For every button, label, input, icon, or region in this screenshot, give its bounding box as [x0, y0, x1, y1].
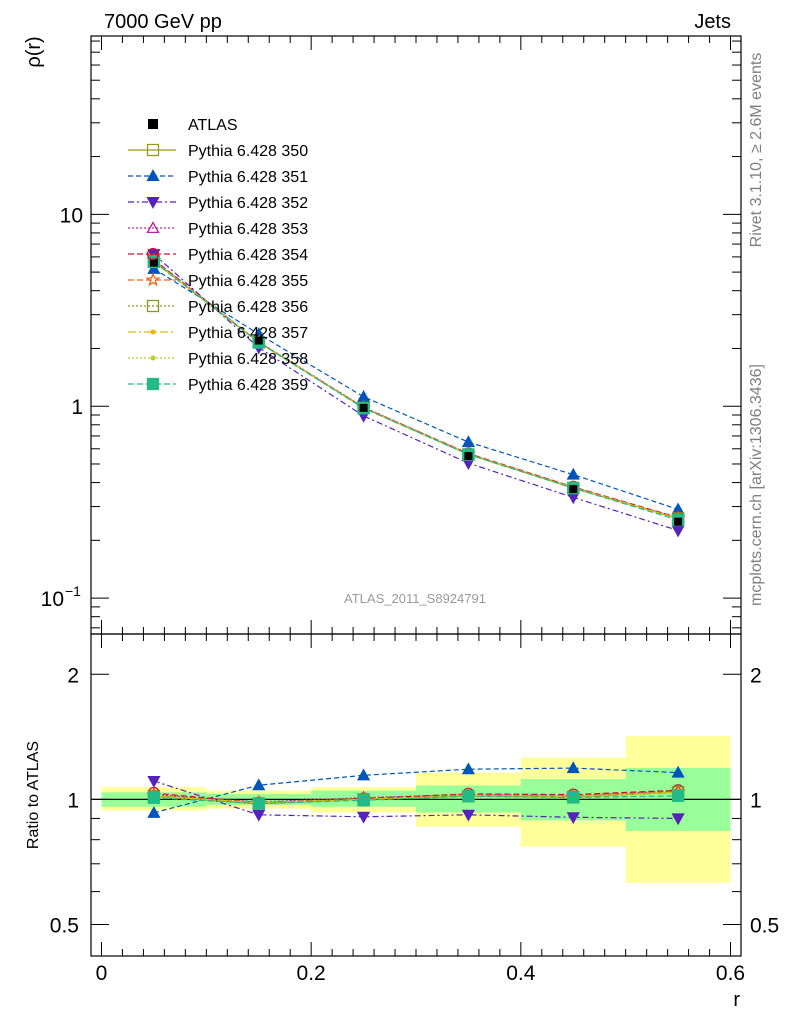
main-y-tick-exponent: −1	[65, 583, 81, 599]
series-line-9	[153, 261, 679, 521]
ratio-y-tick-label-left: 0.5	[50, 915, 79, 938]
ratio-point-1	[356, 768, 371, 781]
legend-marker-2	[146, 196, 160, 209]
legend-label-9: Pythia 6.428 359	[188, 377, 308, 394]
series-line-1	[153, 268, 679, 510]
header-left-title: 7000 GeV pp	[104, 11, 222, 33]
ratio-line-8	[153, 791, 679, 804]
ratio-point-1	[671, 765, 685, 778]
header-right-title: Jets	[694, 11, 731, 33]
ratio-y-tick-label-right: 2	[750, 664, 762, 687]
x-tick-label: 0	[96, 962, 108, 985]
ratio-y-tick-label-left: 1	[67, 789, 79, 812]
ratio-point-9	[252, 797, 265, 810]
ratio-point-9	[671, 789, 685, 802]
ratio-line-9	[153, 795, 679, 805]
ratio-line-4	[153, 789, 679, 804]
ratio-y-axis-title: Ratio to ATLAS	[25, 741, 42, 849]
legend-marker-0	[146, 143, 160, 157]
legend-label-atlas: ATLAS	[188, 117, 238, 134]
ratio-point-1	[252, 778, 266, 791]
main-series	[146, 249, 686, 538]
ratio-y-tick-label-right: 1	[750, 789, 762, 812]
ratio-error-bands	[91, 736, 741, 883]
series-point-1	[566, 467, 580, 480]
legend-marker-5	[145, 272, 161, 287]
ratio-point-2	[147, 775, 161, 788]
series-point-2	[566, 492, 580, 505]
legend-label-4: Pythia 6.428 354	[188, 247, 308, 264]
ratio-point-2	[252, 809, 266, 822]
main-y-axis-title: ρ(r)	[23, 36, 45, 67]
ratio-point-9	[567, 791, 580, 804]
legend-label-7: Pythia 6.428 357	[188, 325, 308, 342]
legend: ATLAS Pythia 6.428 350 Pythia 6.428 351 Pyt…	[128, 117, 308, 394]
legend-marker-1	[146, 169, 160, 182]
mcplots-label: mcplots.cern.ch [arXiv:1306.3436]	[748, 364, 765, 606]
legend-label-6: Pythia 6.428 356	[188, 299, 308, 316]
ratio-plot-frame	[90, 633, 742, 957]
ratio-y-tick-label-left: 2	[67, 664, 79, 687]
main-y-tick-label: 1	[71, 396, 83, 419]
legend-label-0: Pythia 6.428 350	[188, 143, 308, 160]
x-axis-title: r	[733, 989, 740, 1011]
ratio-point-1	[566, 761, 580, 774]
series-line-8	[153, 260, 679, 520]
ratio-series	[146, 761, 686, 826]
legend-label-1: Pythia 6.428 351	[188, 169, 308, 186]
legend-label-3: Pythia 6.428 353	[188, 221, 308, 238]
legend-marker-7	[150, 329, 156, 335]
ratio-line-1	[153, 767, 679, 814]
ratio-point-2	[671, 813, 685, 826]
legend-label-2: Pythia 6.428 352	[188, 195, 308, 212]
ratio-y-tick-label-right: 0.5	[750, 915, 779, 938]
legend-label-5: Pythia 6.428 355	[188, 273, 308, 290]
main-y-tick-label: 10	[41, 588, 64, 611]
x-tick-label: 0.6	[716, 962, 745, 985]
analysis-label: ATLAS_2011_S8924791	[344, 591, 486, 606]
ratio-line-2	[153, 780, 679, 819]
legend-marker-8	[150, 355, 156, 361]
ratio-point-2	[566, 812, 580, 825]
series-line-3	[153, 260, 679, 519]
legend-marker-6	[146, 299, 160, 313]
series-point-2	[671, 525, 685, 538]
ratio-point-1	[461, 762, 476, 775]
series-line-2	[153, 253, 679, 532]
ratio-point-9	[462, 790, 475, 803]
legend-marker-9	[146, 377, 160, 391]
legend-marker-3	[146, 221, 160, 234]
legend-marker-4	[146, 247, 160, 261]
series-point-1	[461, 435, 476, 448]
ratio-point-1	[147, 805, 161, 818]
x-tick-label: 0.2	[297, 962, 326, 985]
x-tick-label: 0.4	[506, 962, 536, 985]
ratio-point-9	[147, 791, 161, 804]
series-point-1	[147, 261, 161, 274]
legend-marker-atlas	[148, 119, 158, 129]
ratio-point-2	[356, 811, 371, 824]
series-point-1	[356, 389, 371, 402]
ratio-point-9	[357, 794, 370, 807]
rivet-version-label: Rivet 3.1.10, ≥ 2.6M events	[748, 53, 765, 248]
series-line-7	[153, 260, 679, 520]
legend-label-8: Pythia 6.428 358	[188, 351, 308, 368]
main-y-tick-label: 10	[60, 204, 83, 227]
ratio-point-2	[461, 809, 476, 822]
